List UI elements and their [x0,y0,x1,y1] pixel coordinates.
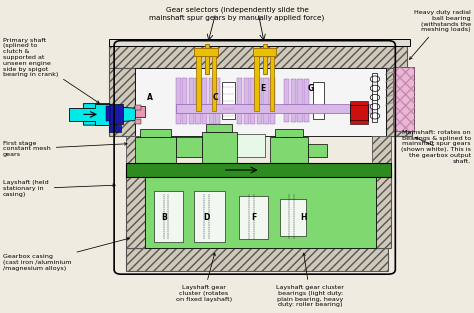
Bar [201,132,237,163]
Bar [350,105,368,121]
Bar [175,78,181,124]
Bar [372,136,391,173]
Text: G: G [307,84,313,93]
Circle shape [370,113,380,119]
Bar [175,136,201,157]
Bar [222,82,235,119]
Text: A: A [146,93,153,102]
Text: Gear selectors (independently slide the
mainshaft spur gears by manually applied: Gear selectors (independently slide the … [149,7,325,21]
Bar [350,120,368,124]
Bar [257,78,262,124]
Circle shape [370,104,380,110]
Bar [155,191,182,242]
Circle shape [370,95,380,100]
Text: B: B [161,213,167,222]
Bar [250,78,255,124]
Bar [106,106,110,121]
Bar [140,129,171,136]
Bar [136,105,141,110]
Bar [136,106,145,117]
Text: E: E [260,84,265,93]
Bar [280,199,306,236]
Bar [255,56,259,111]
Bar [284,79,290,122]
Bar [136,136,175,163]
Circle shape [370,85,380,91]
Bar [109,45,407,68]
Bar [298,79,303,122]
Bar [109,68,136,136]
Bar [386,68,412,136]
Bar [253,48,276,56]
Text: D: D [203,213,210,222]
Bar [237,78,242,124]
Bar [270,56,274,111]
Bar [237,134,265,157]
Bar [182,78,187,124]
Bar [263,44,267,74]
Bar [175,104,372,113]
Text: Layshaft gear
cluster (rotates
on fixed layshaft): Layshaft gear cluster (rotates on fixed … [176,253,232,301]
Bar [202,78,207,124]
Text: F: F [251,213,256,222]
Bar [109,125,121,132]
Bar [145,177,376,248]
Bar [126,171,145,248]
Bar [109,39,410,46]
Bar [189,78,194,124]
Bar [196,56,201,111]
Bar [372,171,391,248]
Bar [215,78,220,124]
Bar [270,78,275,124]
Bar [212,56,216,111]
Bar [275,129,303,136]
Bar [270,136,308,163]
Text: Gearbox casing
(cast iron /aluminium
/magnesium alloys): Gearbox casing (cast iron /aluminium /ma… [3,238,129,271]
Bar [109,104,123,124]
Text: Primary shaft
(splined to
clutch &
supported at
unseen engine
side by spigot
bea: Primary shaft (splined to clutch & suppo… [3,38,99,103]
Bar [209,78,214,124]
Bar [393,67,414,131]
Text: Layshaft gear cluster
bearings (light duty:
plain bearing, heavy
duty: roller be: Layshaft gear cluster bearings (light du… [276,253,344,307]
Bar [313,82,324,119]
Text: H: H [300,213,306,222]
Bar [244,78,249,124]
Bar [136,119,141,124]
Bar [136,68,386,136]
Bar [393,67,414,131]
Bar [194,191,225,242]
Bar [194,48,218,56]
Bar [126,136,145,173]
Bar [291,79,296,122]
Text: Layshaft (held
stationary in
casing): Layshaft (held stationary in casing) [3,181,115,197]
Circle shape [370,76,380,82]
Polygon shape [83,104,136,125]
Bar [195,78,201,124]
Text: First stage
constant mesh
gears: First stage constant mesh gears [3,141,127,157]
Bar [239,196,268,239]
Polygon shape [69,104,109,125]
Bar [206,124,232,132]
Bar [205,44,209,74]
Bar [350,100,368,105]
Text: C: C [213,93,219,102]
Text: Heavy duty radial
ball bearing
(withstands the
meshing loads): Heavy duty radial ball bearing (withstan… [410,10,471,59]
Bar [304,79,310,122]
Bar [126,248,388,271]
Bar [264,78,269,124]
Bar [372,73,377,122]
Text: Mainshaft: rotates on
bearings & splined to
mainshaft spur gears
(shown white). : Mainshaft: rotates on bearings & splined… [401,130,471,164]
Bar [308,144,327,157]
Bar [126,163,391,177]
Bar [145,171,376,248]
